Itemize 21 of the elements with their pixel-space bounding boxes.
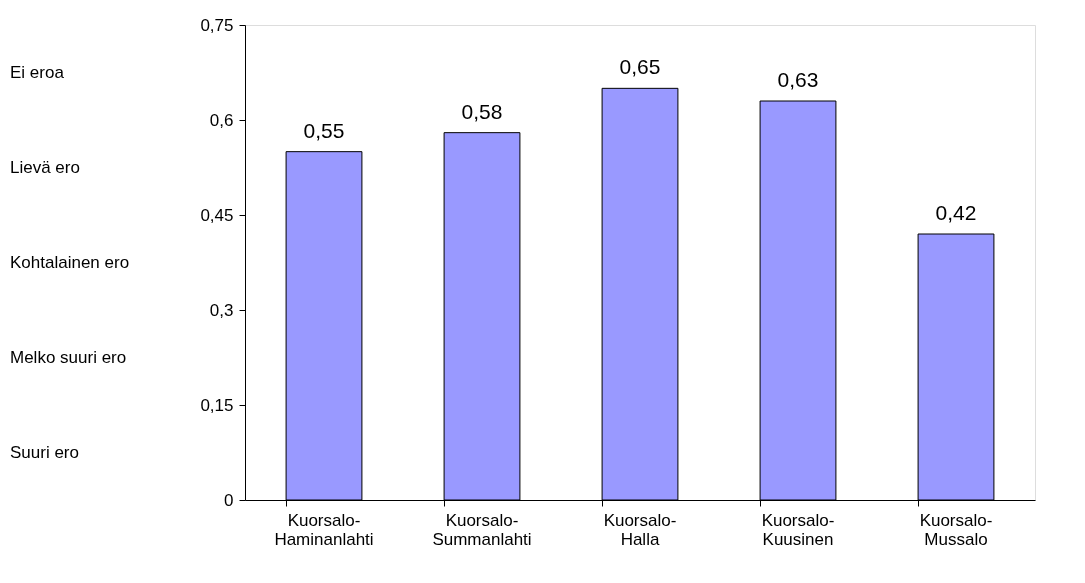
data-label: 0,58 xyxy=(461,99,503,123)
y-tick-label: 0,6 xyxy=(209,110,234,130)
text: Lievä ero xyxy=(10,157,80,177)
x-tick-label: Kuorsalo- Halla xyxy=(603,510,677,549)
y-tick-label: 0 xyxy=(224,490,234,510)
y-tick-label: 0,15 xyxy=(200,395,234,415)
x-tick-label: Kuorsalo- Summanlahti xyxy=(432,510,532,549)
y-tick-label: 0,3 xyxy=(209,300,234,320)
y-tick-label: 0,75 xyxy=(200,15,234,35)
text: Melko suuri ero xyxy=(10,347,127,367)
x-tick-label: Kuorsalo- Kuusinen xyxy=(761,510,835,549)
y-tick-label: 0,45 xyxy=(200,205,234,225)
text: Suuri ero xyxy=(10,442,79,462)
text: Ei eroa xyxy=(10,62,65,82)
x-tick-label: Kuorsalo- Haminanlahti xyxy=(274,510,374,549)
text: Kohtalainen ero xyxy=(10,252,130,272)
data-label: 0,63 xyxy=(777,68,819,91)
data-label: 0,65 xyxy=(619,55,661,79)
data-label: 0,55 xyxy=(303,118,345,142)
data-label: 0,42 xyxy=(935,201,977,224)
x-tick-label: Kuorsalo- Mussalo xyxy=(919,510,993,549)
